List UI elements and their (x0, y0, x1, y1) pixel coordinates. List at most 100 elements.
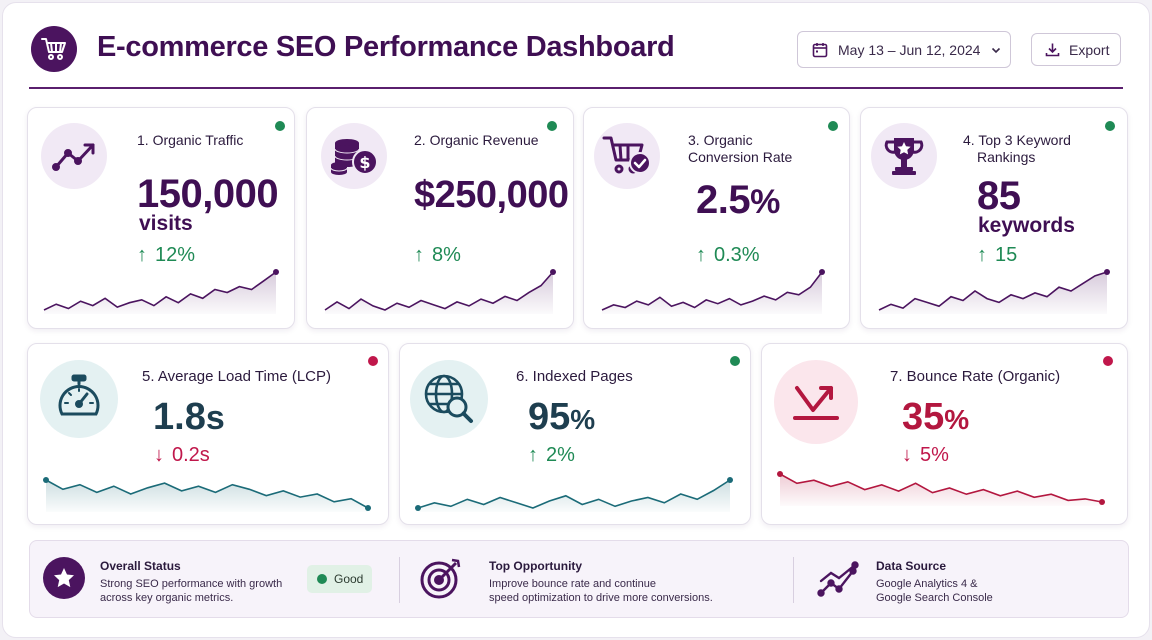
metric-value: 85 (977, 174, 1021, 218)
cart-logo-icon (31, 26, 77, 72)
metric-delta: ↑ 8% (414, 244, 461, 266)
metric-title: 1. Organic Traffic (137, 132, 244, 148)
sparkline-point (43, 477, 49, 483)
metric-unit: visits (139, 212, 193, 235)
sparkline-area (46, 480, 368, 512)
divider (793, 557, 794, 603)
status-dot (730, 356, 740, 366)
metric-card-organic-revenue[interactable]: $ 2. Organic Revenue $250,000 ↑ 8% (306, 107, 574, 329)
sparkline-point (273, 269, 279, 275)
date-range-label: May 13 – Jun 12, 2024 (838, 41, 981, 58)
status-dot (828, 121, 838, 131)
arrow-up-icon: ↑ (137, 244, 147, 266)
arrow-down-icon: ↓ (154, 444, 164, 466)
metric-delta: ↑ 0.3% (696, 244, 760, 266)
status-title: Overall Status (100, 559, 181, 573)
sparkline-line (417, 479, 731, 509)
sparkline-point (819, 269, 825, 275)
date-range-picker[interactable]: May 13 – Jun 12, 2024 (797, 31, 1011, 68)
metric-title: 5. Average Load Time (LCP) (142, 368, 331, 385)
metric-delta: ↑ 12% (137, 244, 196, 266)
status-dot (1103, 356, 1113, 366)
metric-title: 7. Bounce Rate (Organic) (890, 368, 1061, 385)
sparkline (415, 477, 733, 512)
sparkline (324, 269, 556, 314)
sparkline-area (44, 272, 276, 314)
svg-text:$: $ (359, 153, 370, 172)
target-icon (418, 555, 464, 606)
metric-card-organic-traffic[interactable]: 1. Organic Traffic 150,000 visits ↑ 12% (27, 107, 295, 329)
status-dot (317, 574, 327, 584)
sparkline-line (601, 271, 823, 311)
sparkline-line (324, 271, 554, 311)
sparkline (601, 269, 825, 314)
sparkline-point (777, 471, 783, 477)
metric-value: 2.5 (696, 178, 751, 222)
metric-unit: % (944, 404, 970, 435)
arrow-up-icon: ↑ (696, 244, 706, 266)
summary-footer: Overall Status Strong SEO performance wi… (29, 540, 1129, 618)
metric-card-bounce-rate[interactable]: 7. Bounce Rate (Organic) 35 % ↓ 5% (761, 343, 1128, 525)
sparkline-line (878, 271, 1108, 311)
status-badge: Good (307, 565, 372, 593)
metric-value: 35 (902, 396, 945, 438)
metric-unit: keywords (978, 214, 1075, 237)
metric-card-keyword-rankings[interactable]: 4. Top 3 Keyword Rankings 85 keywords ↑ 1… (860, 107, 1128, 329)
arrow-up-icon: ↑ (977, 244, 987, 266)
star-icon (43, 557, 85, 599)
status-text: Strong SEO performance with growth acros… (100, 578, 283, 604)
arrow-up-icon: ↑ (528, 444, 538, 466)
sparkline-point (727, 477, 733, 483)
calendar-icon (812, 42, 828, 57)
metric-card-conversion-rate[interactable]: 3. Organic Conversion Rate 2.5 % ↑ 0.3% (583, 107, 850, 329)
dashboard-header: E-commerce SEO Performance Dashboard May… (29, 23, 1123, 89)
metric-delta: ↑ 15 (977, 244, 1018, 266)
sparkline-point (415, 505, 421, 511)
metric-unit: % (750, 183, 781, 221)
export-label: Export (1069, 41, 1110, 58)
stopwatch-icon (40, 360, 118, 438)
metric-value: 1.8 (153, 396, 206, 438)
trophy-icon (871, 123, 937, 189)
export-button[interactable]: Export (1031, 33, 1121, 66)
metric-value: 95 (528, 396, 571, 438)
divider (399, 557, 400, 603)
metric-value: $250,000 (414, 174, 569, 216)
arrow-up-icon: ↑ (414, 244, 424, 266)
globe-search-icon (410, 360, 488, 438)
metric-title: 6. Indexed Pages (516, 368, 633, 385)
status-dot (1105, 121, 1115, 131)
sparkline (878, 269, 1110, 314)
metric-title: 4. Top 3 Keyword Rankings (963, 132, 1071, 165)
sparkline (777, 471, 1105, 506)
sparkline-area (325, 272, 553, 314)
metric-value-group: 95 % (528, 396, 595, 439)
chevron-down-icon (992, 47, 1001, 53)
download-icon (1045, 43, 1060, 57)
status-dot (547, 121, 557, 131)
opportunity-title: Top Opportunity (489, 559, 583, 573)
metric-card-indexed-pages[interactable]: 6. Indexed Pages 95 % ↑ 2% (399, 343, 751, 525)
page-title: E-commerce SEO Performance Dashboard (97, 31, 675, 63)
metric-unit: % (570, 404, 596, 435)
metric-value-group: 1.8 s (153, 396, 225, 439)
coins-icon: $ (321, 123, 387, 189)
sparkline-area (418, 480, 730, 512)
source-text: Google Analytics 4 & Google Search Conso… (876, 578, 993, 604)
metric-value-group: 35 % (902, 396, 969, 439)
status-dot (368, 356, 378, 366)
cart-check-icon (594, 123, 660, 189)
metric-unit: s (205, 399, 225, 437)
metric-delta: ↓ 0.2s (154, 444, 210, 466)
sparkline-line (779, 473, 1103, 503)
metric-title: 3. Organic Conversion Rate (688, 132, 793, 165)
analytics-chart-icon (817, 559, 861, 604)
metric-card-load-time[interactable]: 5. Average Load Time (LCP) 1.8 s ↓ 0.2s (27, 343, 389, 525)
sparkline-point (1099, 499, 1105, 505)
source-title: Data Source (876, 559, 947, 573)
sparkline-area (602, 272, 822, 314)
metric-delta: ↓ 5% (902, 444, 949, 466)
sparkline-point (365, 505, 371, 511)
sparkline-area (879, 272, 1107, 314)
